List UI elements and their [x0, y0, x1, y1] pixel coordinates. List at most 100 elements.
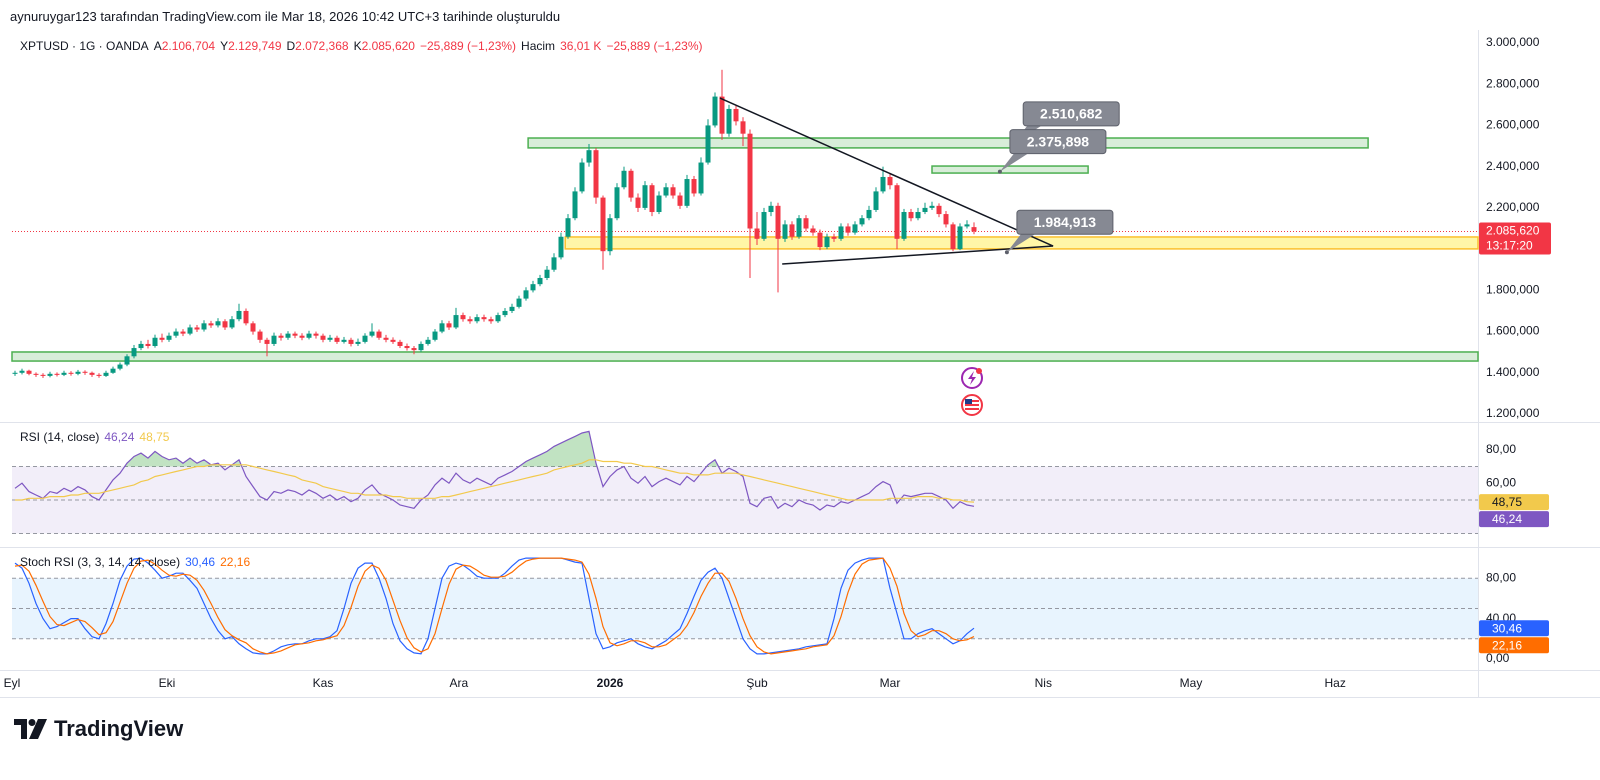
- candle-body: [201, 323, 207, 330]
- candle-body: [880, 176, 886, 192]
- candle-body: [327, 337, 333, 340]
- indicator-line: [14, 557, 975, 655]
- axis-value-label: 46,24: [1492, 512, 1522, 526]
- legend-item: 36,01 K: [560, 39, 602, 53]
- legend-item: Hacim: [521, 39, 556, 53]
- candle-body: [26, 370, 32, 374]
- legend-value: 22,16: [220, 555, 251, 569]
- callout-anchor: [997, 169, 1002, 174]
- candle-body: [145, 343, 151, 346]
- candle-body: [775, 205, 781, 239]
- candle-body: [264, 339, 270, 344]
- callout-pointer: [1006, 234, 1035, 253]
- candle-body: [740, 121, 746, 134]
- candle-body: [82, 371, 88, 373]
- candle-body: [950, 224, 956, 250]
- candle-body: [47, 373, 53, 376]
- candle-body: [614, 187, 620, 219]
- economic-event-icon: [961, 394, 983, 416]
- candle-body: [670, 187, 676, 196]
- candle-body: [159, 337, 165, 340]
- axis-value-box: [1479, 637, 1549, 654]
- candle-body: [313, 333, 319, 336]
- zone: [931, 165, 1089, 174]
- candle-body: [173, 331, 179, 336]
- candle-body: [859, 218, 865, 225]
- chart: 1.200,0001.400,0001.600,0001.800,0002.00…: [0, 30, 1600, 698]
- candle-body: [789, 224, 795, 237]
- legend-item: −25,889 (−1,23%): [419, 39, 517, 53]
- brand: TradingView: [14, 716, 183, 742]
- candle-body: [894, 185, 900, 239]
- y-tick-label: 3.000,000: [1486, 35, 1540, 49]
- callout-anchor: [1004, 250, 1009, 255]
- legend-title: Stoch RSI (3, 3, 14, 14, close): [20, 555, 181, 569]
- candle-body: [12, 372, 18, 374]
- candle-body: [341, 339, 347, 342]
- price-legend: XPTUSD · 1G · OANDA A2.106,704 Y2.129,749 D…: [20, 39, 708, 53]
- axis-value-label: 30,46: [1492, 621, 1522, 635]
- event-icon: [961, 367, 983, 389]
- candle-body: [334, 337, 340, 342]
- candle-body: [320, 335, 326, 340]
- candle-body: [495, 315, 501, 322]
- candle-body: [376, 331, 382, 338]
- callout-box: [1016, 209, 1114, 235]
- candle-body: [628, 170, 634, 198]
- candle-body: [348, 339, 354, 344]
- candle-body: [117, 364, 123, 369]
- candle-body: [572, 191, 578, 219]
- candle-body: [453, 315, 459, 328]
- zone: [11, 351, 1479, 362]
- y-tick-label: 60,00: [1486, 475, 1516, 489]
- zone: [527, 137, 1369, 149]
- candle-body: [866, 209, 872, 219]
- candle-body: [89, 372, 95, 375]
- candle-body: [474, 317, 480, 322]
- axis-value-box: [1479, 494, 1549, 511]
- candle-body: [747, 133, 753, 229]
- candle-body: [187, 327, 193, 334]
- callout-box: [1022, 101, 1120, 127]
- candle-body: [642, 185, 648, 208]
- y-tick-label: 1.400,000: [1486, 365, 1540, 379]
- callout-pointer: [999, 153, 1028, 172]
- candle-body: [656, 195, 662, 213]
- indicator-line: [14, 557, 975, 655]
- candle-body: [418, 343, 424, 351]
- candle-body: [579, 162, 585, 192]
- candle-body: [390, 339, 396, 342]
- candle-body: [754, 228, 760, 239]
- candle-body: [796, 218, 802, 237]
- candle-body: [824, 236, 830, 248]
- brand-logo: [14, 719, 47, 739]
- candle-body: [635, 197, 641, 208]
- candle-body: [523, 290, 529, 299]
- candle-body: [712, 96, 718, 126]
- candle-body: [901, 212, 907, 239]
- legend-item: A: [153, 39, 162, 53]
- x-tick-label: Mar: [880, 676, 901, 690]
- candle-body: [257, 331, 263, 340]
- price-label-box: [1479, 222, 1551, 255]
- candle-body: [40, 374, 46, 376]
- candle-body: [411, 348, 417, 351]
- candle-body: [810, 228, 816, 233]
- candle-body: [761, 212, 767, 239]
- trendline: [782, 245, 1054, 265]
- candle-body: [705, 125, 711, 163]
- legend-item: Y: [220, 39, 229, 53]
- candle-body: [768, 205, 774, 213]
- y-tick-label: 2.400,000: [1486, 159, 1540, 173]
- candle-body: [530, 284, 536, 291]
- callout-label: 1.984,913: [1034, 214, 1096, 230]
- candle-body: [103, 372, 109, 376]
- candle-body: [250, 323, 256, 332]
- candle-body: [222, 321, 228, 328]
- axis-value-label: 48,75: [1492, 495, 1522, 509]
- candle-body: [663, 187, 669, 196]
- brand-name: TradingView: [54, 716, 184, 741]
- candle-body: [404, 345, 410, 349]
- candle-body: [383, 337, 389, 340]
- indicator-line: [15, 459, 975, 503]
